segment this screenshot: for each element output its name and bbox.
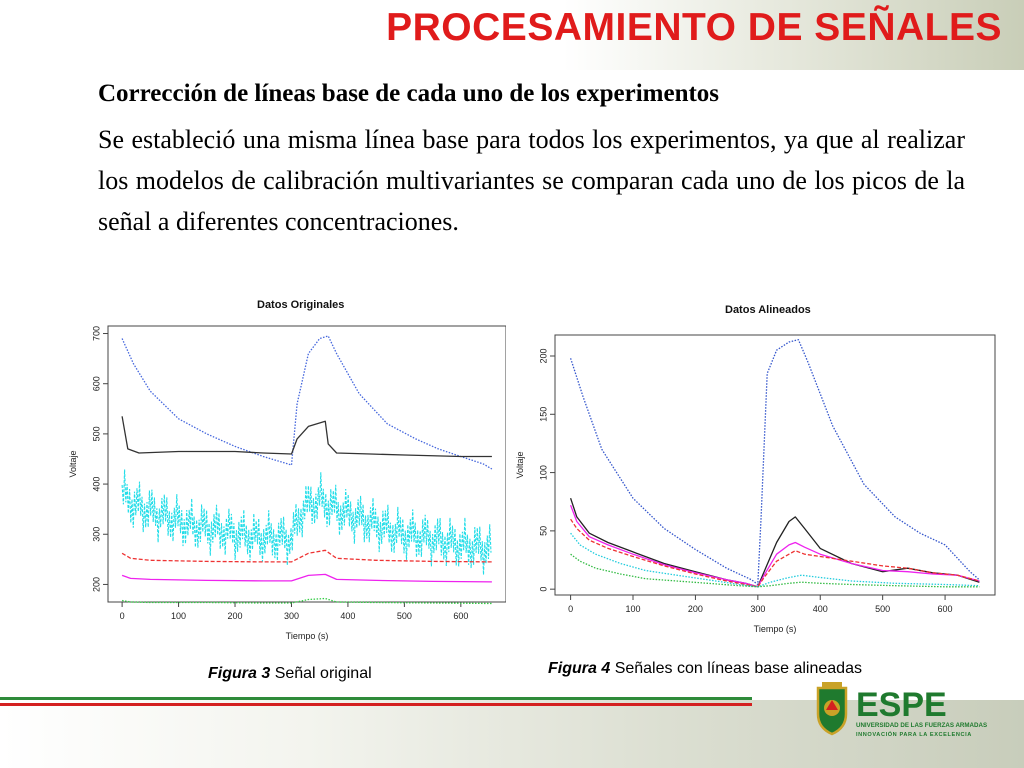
y-tick-label: 600 bbox=[91, 376, 101, 391]
y-tick-label: 100 bbox=[538, 465, 548, 480]
series-line-2 bbox=[121, 549, 492, 563]
series-line-noisy bbox=[121, 469, 492, 575]
y-tick-label: 200 bbox=[538, 348, 548, 363]
caption-figura-4-label: Figura 4 bbox=[548, 660, 611, 677]
divider-green bbox=[0, 697, 752, 700]
series-line-1 bbox=[569, 497, 980, 588]
x-tick-label: 600 bbox=[938, 604, 953, 614]
x-tick-label: 200 bbox=[228, 611, 243, 621]
x-tick-label: 0 bbox=[120, 611, 125, 621]
logo-line1: UNIVERSIDAD DE LAS FUERZAS ARMADAS bbox=[856, 722, 987, 729]
divider-red bbox=[0, 703, 752, 706]
espe-logo: ESPE UNIVERSIDAD DE LAS FUERZAS ARMADAS … bbox=[816, 682, 987, 738]
y-axis-label: Voltaje bbox=[68, 450, 78, 477]
series-line-3 bbox=[121, 573, 492, 583]
chart2-title: Datos Alineados bbox=[725, 304, 811, 316]
logo-wordmark: ESPE bbox=[856, 686, 947, 724]
logo-line2: INNOVACIÓN PARA LA EXCELENCIA bbox=[856, 730, 972, 738]
caption-figura-4-text: Señales con líneas base alineadas bbox=[614, 660, 862, 677]
y-tick-label: 50 bbox=[538, 526, 548, 536]
x-tick-label: 0 bbox=[568, 604, 573, 614]
caption-figura-4: Figura 4 Señales con líneas base alinead… bbox=[548, 660, 862, 678]
series-line-5 bbox=[570, 553, 980, 588]
x-tick-label: 200 bbox=[688, 604, 703, 614]
y-tick-label: 500 bbox=[91, 426, 101, 441]
x-tick-label: 600 bbox=[453, 611, 468, 621]
x-axis-label: Tiempo (s) bbox=[754, 624, 797, 634]
x-tick-label: 400 bbox=[813, 604, 828, 614]
caption-figura-3-label: Figura 3 bbox=[208, 665, 271, 682]
y-tick-label: 700 bbox=[91, 326, 101, 341]
y-tick-label: 200 bbox=[91, 577, 101, 592]
series-line-3 bbox=[570, 518, 980, 588]
espe-crest-icon bbox=[816, 682, 848, 736]
y-tick-label: 0 bbox=[538, 587, 548, 592]
y-tick-label: 150 bbox=[538, 407, 548, 422]
slide-title: PROCESAMIENTO DE SEÑALES bbox=[386, 6, 1002, 49]
x-tick-label: 400 bbox=[340, 611, 355, 621]
series-line-2 bbox=[569, 504, 980, 588]
y-tick-label: 400 bbox=[91, 477, 101, 492]
x-axis-label: Tiempo (s) bbox=[286, 631, 329, 641]
plot-frame bbox=[554, 334, 996, 596]
header-band bbox=[0, 0, 1024, 70]
chart-datos-alineados: 0 100 200 300 400 500 600 0 50 100 150 200 Tiempo (s… bbox=[515, 334, 996, 634]
x-tick-label: 300 bbox=[750, 604, 765, 614]
x-tick-label: 100 bbox=[171, 611, 186, 621]
x-tick-label: 500 bbox=[397, 611, 412, 621]
y-axis-label: Voltaje bbox=[515, 451, 525, 478]
slide-paragraph: Se estableció una misma línea base para … bbox=[98, 125, 965, 236]
slide-subtitle: Corrección de líneas base de cada uno de… bbox=[98, 80, 720, 107]
x-tick-label: 100 bbox=[625, 604, 640, 614]
chart-datos-originales: 0 100 200 300 400 500 600 200 300 400 500 600 700 Tie… bbox=[68, 325, 506, 641]
series-line-1 bbox=[121, 416, 492, 458]
series-line-4 bbox=[121, 597, 492, 605]
caption-figura-3-text: Señal original bbox=[274, 665, 372, 682]
x-tick-label: 500 bbox=[875, 604, 890, 614]
y-tick-label: 300 bbox=[91, 527, 101, 542]
plot-frame bbox=[107, 325, 506, 603]
series-line-0 bbox=[569, 339, 980, 586]
caption-figura-3: Figura 3 Señal original bbox=[208, 665, 372, 683]
chart1-title: Datos Originales bbox=[257, 299, 345, 311]
footer-band bbox=[0, 700, 1024, 768]
x-tick-label: 300 bbox=[284, 611, 299, 621]
